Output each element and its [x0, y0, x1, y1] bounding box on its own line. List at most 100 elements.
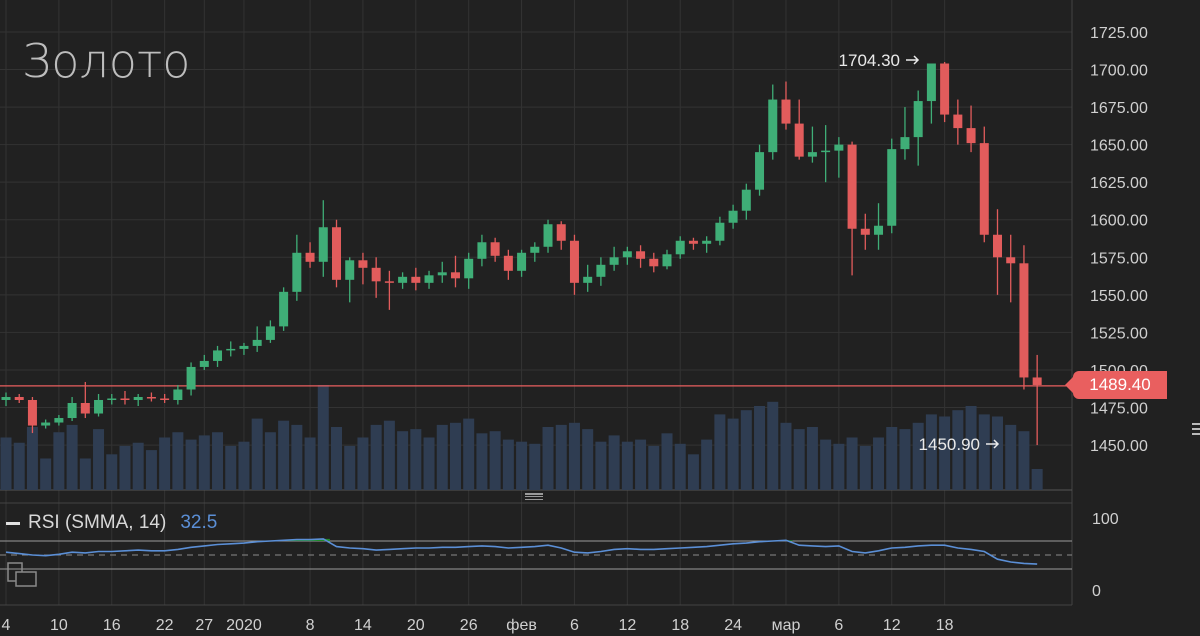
- volume-bar: [212, 432, 224, 490]
- candle-body: [186, 366, 196, 390]
- volume-bar: [198, 435, 210, 490]
- low-annotation: 1450.90: [919, 435, 980, 454]
- volume-bar: [489, 431, 501, 490]
- x-tick-label: 4: [2, 617, 11, 634]
- candle-body: [649, 258, 659, 267]
- x-tick-label: 12: [618, 617, 636, 634]
- candle-body: [80, 403, 90, 414]
- candle-body: [662, 254, 672, 267]
- candle-body: [318, 227, 328, 262]
- drag-handle-icon[interactable]: [525, 492, 543, 501]
- volume-bar: [278, 420, 290, 490]
- volume-bar: [251, 418, 263, 490]
- candle-body: [953, 114, 963, 129]
- volume-bar: [410, 429, 422, 490]
- candle-body: [226, 348, 236, 351]
- candle-body: [252, 339, 262, 346]
- candle-body: [993, 234, 1002, 258]
- volume-bar: [978, 414, 990, 490]
- volume-bar: [648, 445, 660, 490]
- volume-bar: [754, 406, 766, 490]
- rsi-level-label: 0: [1092, 583, 1101, 600]
- candle-body: [1, 396, 11, 400]
- rsi-label: RSI (SMMA, 14): [28, 512, 167, 533]
- rsi-legend[interactable]: RSI (SMMA, 14) 32.5: [6, 512, 217, 534]
- candle-body: [107, 398, 117, 400]
- candle-body: [133, 396, 143, 400]
- candle-body: [265, 326, 275, 340]
- x-tick-label: 18: [671, 617, 689, 634]
- x-tick-label: 27: [195, 617, 213, 634]
- volume-bar: [621, 441, 633, 490]
- candle-body: [979, 143, 989, 235]
- candle-body: [120, 398, 130, 400]
- volume-bar: [397, 431, 409, 490]
- y-tick-label: 1650.00: [1090, 138, 1148, 155]
- candle-body: [596, 264, 606, 277]
- arrow-icon: [986, 439, 1000, 449]
- indicator-settings-icon[interactable]: [6, 560, 40, 590]
- candle-body: [768, 99, 778, 153]
- candle-body: [305, 252, 315, 262]
- y-tick-label: 1450.00: [1090, 438, 1148, 455]
- rsi-collapse-icon[interactable]: [6, 521, 20, 525]
- candle-body: [517, 252, 527, 271]
- candle-body: [609, 257, 619, 265]
- volume-bar: [1005, 424, 1017, 490]
- volume-bar: [304, 437, 316, 490]
- x-tick-label: 16: [103, 617, 121, 634]
- candle-body: [332, 227, 341, 280]
- x-tick-label: 24: [724, 617, 742, 634]
- candle-body: [913, 101, 923, 138]
- volume-bar: [476, 433, 488, 490]
- candle-body: [239, 345, 249, 349]
- candle-body: [146, 396, 156, 399]
- volume-bar: [26, 427, 38, 490]
- x-tick-label: 12: [883, 617, 901, 634]
- volume-bar: [502, 439, 514, 490]
- candle-body: [755, 152, 765, 190]
- candle-body: [715, 222, 725, 241]
- candle-body: [926, 63, 936, 102]
- volume-bar: [740, 410, 752, 490]
- candle-body: [583, 276, 593, 283]
- x-tick-label: 14: [354, 617, 372, 634]
- volume-bar: [727, 418, 739, 490]
- volume-bar: [1031, 469, 1043, 490]
- volume-bar: [93, 429, 105, 490]
- volume-bar: [1018, 431, 1030, 490]
- candle-body: [530, 246, 540, 253]
- candle-body: [450, 272, 460, 279]
- candle-body: [54, 418, 64, 423]
- volume-bar: [846, 437, 858, 490]
- menu-lines-icon[interactable]: [1192, 420, 1200, 446]
- candle-body: [477, 242, 487, 259]
- rsi-level-label: 100: [1092, 511, 1119, 528]
- volume-bar: [159, 437, 171, 490]
- volume-bar: [66, 424, 78, 490]
- candle-body: [1032, 377, 1042, 385]
- volume-bar: [172, 432, 184, 490]
- volume-bar: [952, 410, 964, 490]
- y-tick-label: 1575.00: [1090, 250, 1148, 267]
- candle-body: [67, 403, 77, 419]
- volume-bar: [555, 424, 567, 490]
- candle-body: [900, 137, 910, 150]
- volume-bar: [423, 437, 435, 490]
- volume-bar: [780, 422, 792, 490]
- volume-bar: [912, 422, 924, 490]
- candle-body: [292, 252, 302, 292]
- volume-bar: [714, 414, 726, 490]
- volume-bar: [939, 416, 951, 490]
- volume-bar: [344, 445, 356, 490]
- high-annotation: 1704.30: [839, 51, 900, 70]
- candle-body: [398, 276, 408, 283]
- x-tick-label: 10: [50, 617, 68, 634]
- volume-bar: [701, 439, 713, 490]
- candle-body: [1019, 263, 1029, 378]
- candle-body: [543, 224, 553, 247]
- y-tick-label: 1625.00: [1090, 175, 1148, 192]
- candle-body: [41, 422, 51, 426]
- volume-bar: [687, 454, 699, 490]
